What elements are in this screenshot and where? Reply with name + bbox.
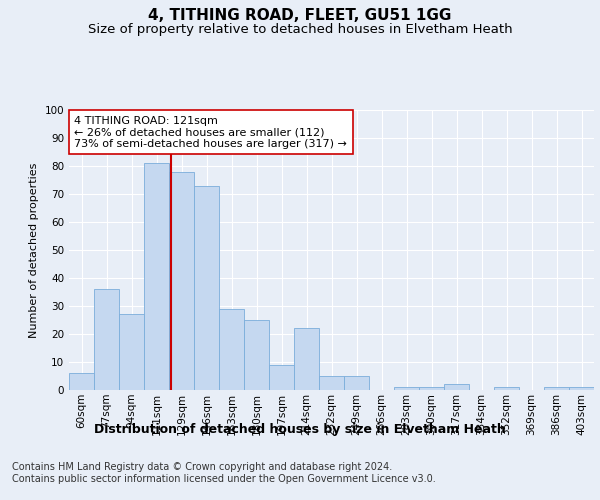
Bar (569, 387, 594, 390)
Bar (544, 387, 569, 390)
Text: Size of property relative to detached houses in Elvetham Heath: Size of property relative to detached ho… (88, 22, 512, 36)
Y-axis label: Number of detached properties: Number of detached properties (29, 162, 39, 338)
Bar (194, 186, 219, 390)
Text: Distribution of detached houses by size in Elvetham Heath: Distribution of detached houses by size … (94, 422, 506, 436)
Bar (169, 172, 194, 390)
Bar (344, 376, 369, 390)
Text: Contains HM Land Registry data © Crown copyright and database right 2024.
Contai: Contains HM Land Registry data © Crown c… (12, 462, 436, 484)
Bar (444, 384, 469, 390)
Bar (269, 365, 294, 390)
Bar (119, 314, 144, 390)
Bar (494, 387, 519, 390)
Bar (294, 328, 319, 390)
Bar (219, 309, 244, 390)
Bar (319, 376, 344, 390)
Bar (244, 320, 269, 390)
Bar (394, 387, 419, 390)
Bar (419, 387, 444, 390)
Text: 4, TITHING ROAD, FLEET, GU51 1GG: 4, TITHING ROAD, FLEET, GU51 1GG (148, 8, 452, 22)
Bar (94, 289, 119, 390)
Bar (69, 373, 94, 390)
Text: 4 TITHING ROAD: 121sqm
← 26% of detached houses are smaller (112)
73% of semi-de: 4 TITHING ROAD: 121sqm ← 26% of detached… (74, 116, 347, 149)
Bar (144, 163, 169, 390)
